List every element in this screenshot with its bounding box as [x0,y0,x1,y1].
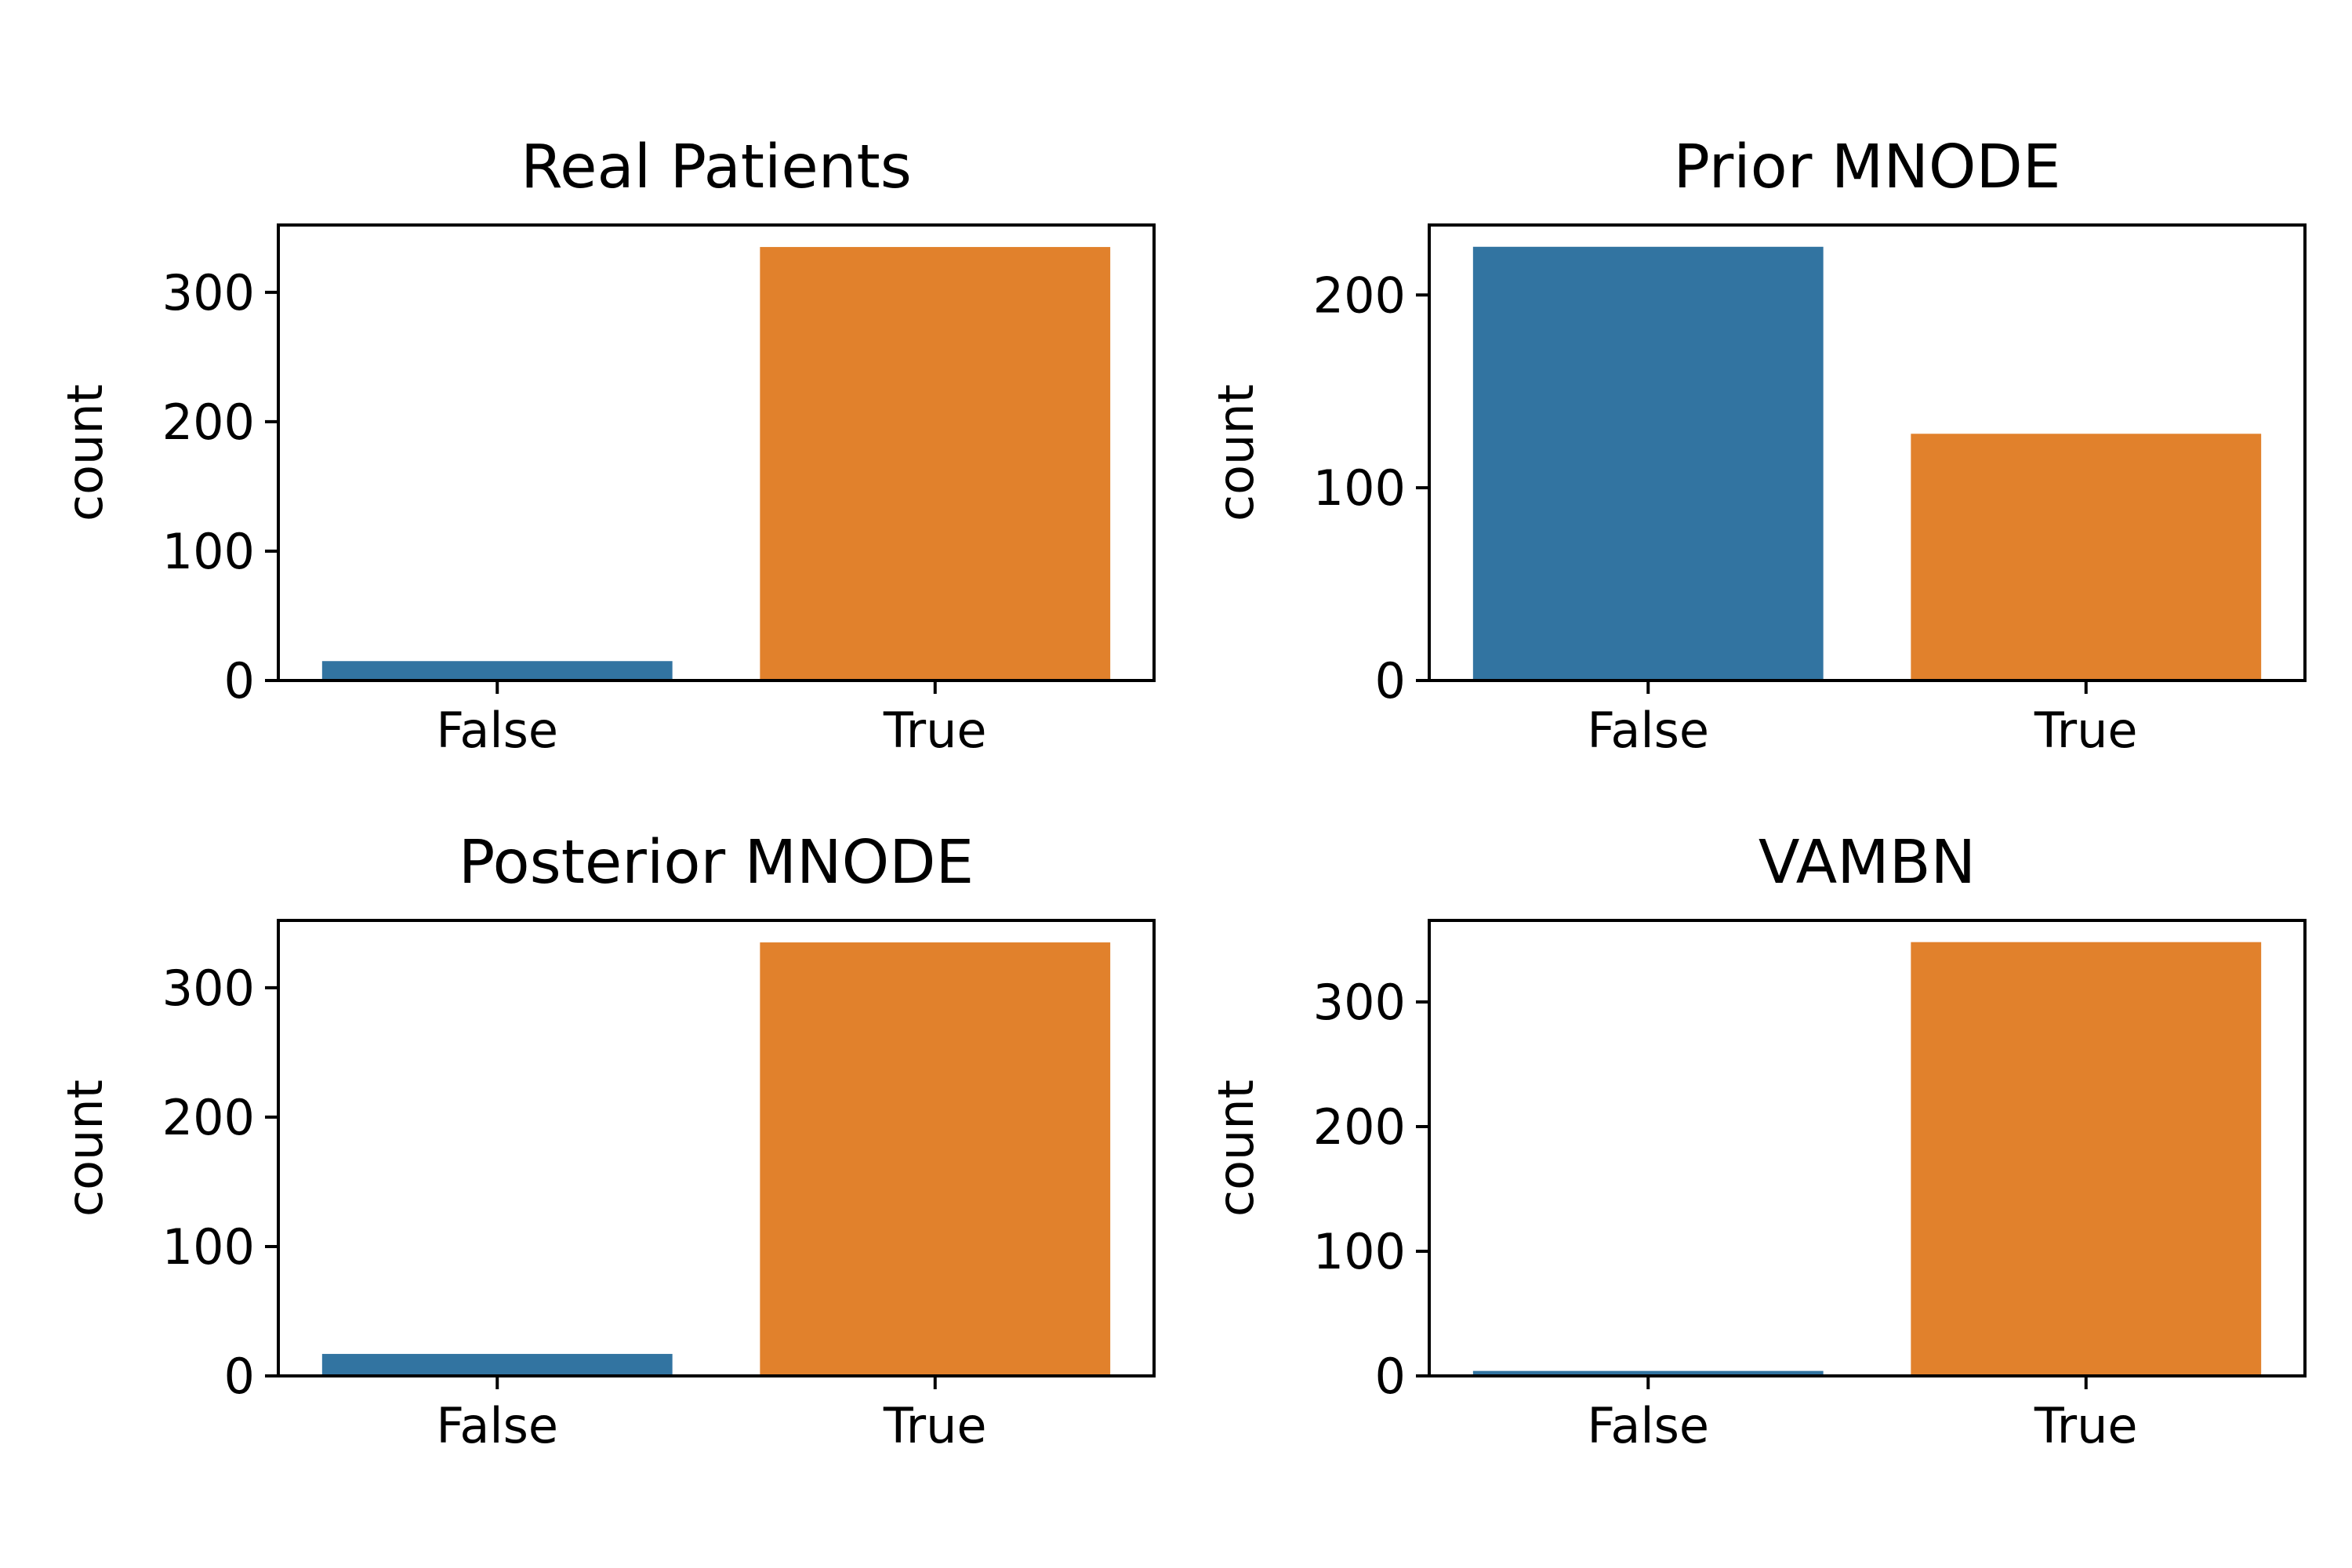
x-tick-label: True [2034,1397,2138,1454]
y-tick-label: 300 [162,960,255,1017]
y-tick-label: 100 [1313,459,1406,517]
chart-panel-4: False True 0 100 200 300 VAMBN count [1207,828,2307,1454]
chart-panel-1: False True 0 100 200 300 Real Patients count [56,132,1156,759]
y-tick-label: 200 [1313,1098,1406,1156]
y-tick-label: 300 [1313,974,1406,1031]
x-tick-label: True [883,702,987,759]
x-tick-label: True [883,1397,987,1454]
y-tick-label: 100 [162,1218,255,1276]
bar-false [321,1353,673,1376]
chart-title: Prior MNODE [1674,132,2061,202]
x-tick-label: False [1587,702,1709,759]
y-axis-label: count [56,1080,114,1217]
x-tick-label: False [1587,1397,1709,1454]
y-tick-label: 100 [1313,1223,1406,1280]
y-tick-label: 100 [162,523,255,580]
y-axis-label: count [1207,1080,1265,1217]
bar-false [1472,1370,1824,1376]
chart-panel-3: False True 0 100 200 300 Posterior MNODE count [56,828,1156,1454]
y-tick-label: 200 [1313,267,1406,324]
y-tick-label: 0 [1375,652,1406,710]
x-tick-label: True [2034,702,2138,759]
y-axis-label: count [1207,384,1265,521]
chart-title: Posterior MNODE [459,828,974,898]
y-tick-label: 0 [1375,1348,1406,1405]
chart-panel-2: False True 0 100 200 Prior MNODE count [1207,132,2307,759]
axes-frame [277,919,1156,1377]
bar-true [1911,434,2262,681]
axes-frame [277,223,1156,682]
y-tick-label: 200 [162,1089,255,1146]
bar-false [321,661,673,681]
y-tick-label: 0 [224,1348,255,1405]
bar-false [1472,246,1824,681]
y-tick-label: 300 [162,264,255,321]
y-axis-label: count [56,384,114,521]
axes-frame [1428,223,2307,682]
chart-title: Real Patients [521,132,912,202]
bar-true [760,247,1111,681]
y-tick-label: 200 [162,394,255,451]
bar-true [760,942,1111,1376]
axes-frame [1428,919,2307,1377]
chart-title: VAMBN [1759,828,1976,898]
y-tick-label: 0 [224,652,255,710]
x-tick-label: False [436,702,558,759]
bar-true [1911,942,2262,1376]
x-tick-label: False [436,1397,558,1454]
